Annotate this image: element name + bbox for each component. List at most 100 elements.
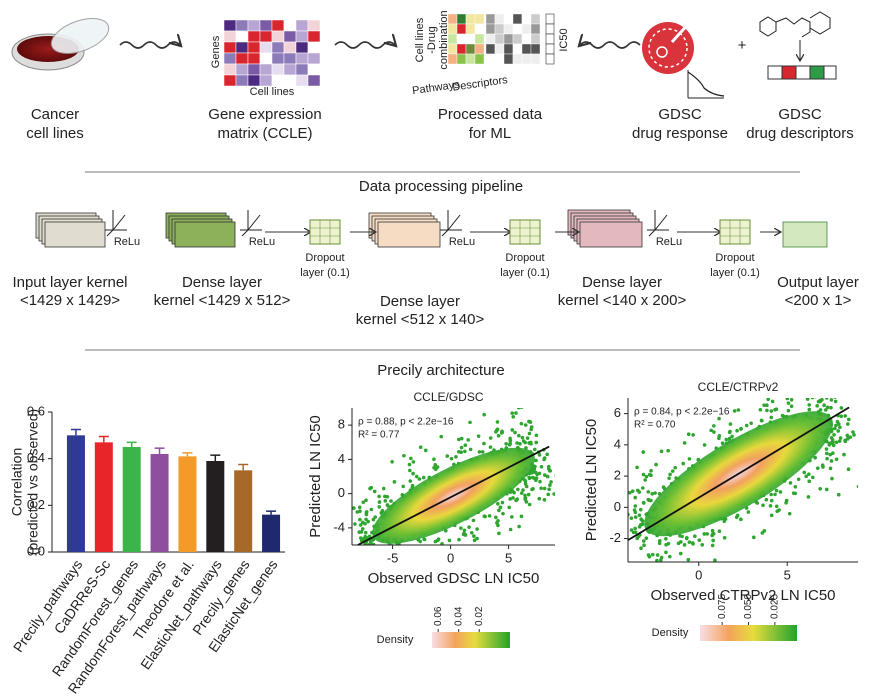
density-dot	[527, 476, 532, 481]
density-dot	[724, 437, 729, 442]
density-dot	[371, 517, 376, 522]
density-dot	[392, 480, 397, 484]
density-dot	[510, 428, 515, 432]
colorbar-label: Density	[652, 627, 689, 639]
heatmap-cell	[223, 41, 237, 54]
density-dot	[725, 564, 729, 568]
density-dot	[658, 558, 663, 562]
density-dot	[508, 436, 512, 441]
dropout-label: layer (0.1)	[710, 267, 760, 279]
density-dot	[411, 471, 415, 476]
density-dot	[358, 523, 363, 527]
density-dot	[469, 530, 474, 535]
layer-label: kernel <140 x 200>	[558, 292, 687, 309]
heatmap-cell	[223, 74, 237, 87]
layer-label: kernel <512 x 140>	[356, 311, 485, 328]
density-dot	[456, 437, 461, 442]
heatmap-cell	[247, 63, 261, 76]
density-dot	[641, 472, 646, 477]
annotation: R² = 0.70	[634, 420, 676, 431]
density-dot	[834, 423, 838, 428]
density-dot	[821, 383, 825, 387]
density-dot	[526, 492, 531, 497]
density-dot	[727, 436, 732, 441]
density-dot	[476, 434, 481, 438]
density-dot	[818, 399, 822, 404]
dropout-grid	[509, 219, 541, 245]
chart-title: CCLE/CTRPv2	[698, 380, 779, 394]
density-dot	[556, 478, 560, 482]
density-dot	[607, 486, 611, 490]
density-dot	[807, 403, 812, 407]
density-dot	[836, 492, 841, 497]
y-tick-label: 8	[338, 417, 345, 432]
colorbar	[432, 632, 510, 648]
relu-icon	[647, 210, 669, 237]
data-cell	[465, 33, 476, 45]
density-dot	[515, 441, 519, 445]
density-dot	[846, 417, 851, 422]
density-dot	[667, 554, 672, 559]
density-dot	[666, 561, 667, 562]
density-dot	[659, 449, 664, 454]
heatmap-cell	[235, 63, 249, 76]
data-cell	[485, 43, 496, 55]
density-dot	[762, 403, 766, 407]
density-dot	[633, 510, 638, 515]
density-dot	[774, 504, 779, 509]
density-dot	[433, 539, 438, 544]
density-dot	[650, 552, 655, 557]
density-dot	[838, 425, 842, 430]
density-dot	[722, 536, 727, 540]
density-dot	[407, 462, 412, 467]
density-dot	[633, 526, 637, 531]
density-dot	[529, 425, 534, 429]
density-dot	[788, 481, 793, 485]
density-dot	[643, 478, 647, 482]
data-cell	[512, 33, 523, 45]
heatmap-cell	[247, 41, 261, 54]
y-tick-label: 2	[614, 468, 621, 483]
density-dot	[504, 441, 508, 446]
step-label: Processed data	[438, 106, 543, 123]
density-dot	[462, 528, 467, 533]
section-title: Precily architecture	[377, 362, 505, 379]
density-dot	[371, 559, 375, 563]
density-dot	[649, 469, 653, 473]
data-cell	[521, 13, 532, 25]
density-dot	[511, 415, 516, 419]
density-dot	[799, 392, 803, 396]
density-dot	[787, 385, 791, 389]
density-dot	[637, 513, 642, 517]
density-dot	[433, 462, 438, 467]
density-dot	[811, 475, 815, 480]
heatmap-cell	[295, 41, 309, 54]
density-dot	[647, 554, 652, 559]
data-cell	[512, 23, 523, 35]
density-dot	[468, 420, 472, 425]
density-dot	[789, 398, 794, 402]
density-dot	[383, 499, 388, 503]
density-dot	[518, 441, 522, 446]
density-dot	[426, 554, 430, 558]
data-cell	[456, 43, 467, 55]
density-dot	[380, 509, 385, 513]
density-dot	[657, 541, 662, 546]
density-dot	[412, 564, 416, 568]
density-dot	[628, 490, 632, 495]
density-dot	[534, 458, 538, 463]
density-dot	[630, 489, 635, 493]
density-dot	[641, 486, 645, 490]
density-dot	[372, 489, 377, 494]
data-cell	[521, 53, 532, 65]
density-dot	[524, 484, 529, 489]
genes-label: Genes	[210, 35, 222, 68]
density-dot	[693, 534, 697, 539]
density-dot	[361, 500, 366, 505]
data-cell	[521, 23, 532, 35]
heatmap-cell	[307, 63, 321, 76]
density-dot	[668, 472, 672, 477]
density-dot	[774, 488, 779, 493]
density-dot	[467, 525, 471, 529]
density-dot	[497, 508, 501, 513]
